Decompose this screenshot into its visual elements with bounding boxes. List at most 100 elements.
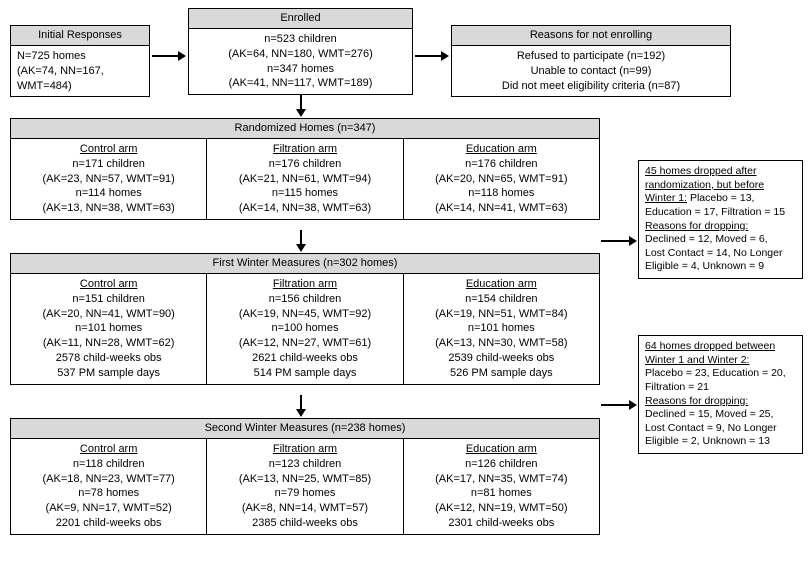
enrolled-box: Enrolled n=523 children (AK=64, NN=180, … — [188, 8, 413, 95]
randomized-header: Randomized Homes (n=347) — [11, 119, 599, 139]
randomized-box: Randomized Homes (n=347) Control arm n=1… — [10, 118, 600, 220]
sw-control-name: Control arm — [15, 442, 202, 457]
dropped2-t1: 64 homes dropped between — [645, 340, 775, 352]
fw-control-l1: n=151 children — [15, 292, 202, 307]
sw-filtration-l2: (AK=13, NN=25, WMT=85) — [211, 472, 398, 487]
sw-education-l3: n=81 homes — [408, 486, 595, 501]
arrow-to-dropped2 — [601, 404, 631, 406]
dropped1-e: Education = 17, Filtration = 15 — [645, 206, 796, 220]
randomized-control-l3: n=114 homes — [15, 186, 202, 201]
first-winter-header: First Winter Measures (n=302 homes) — [11, 254, 599, 274]
sw-filtration-l3: n=79 homes — [211, 486, 398, 501]
sw-education-l5: 2301 child-weeks obs — [408, 516, 595, 531]
arrow-to-dropped1 — [601, 240, 631, 242]
fw-filtration-l5: 2621 child-weeks obs — [211, 351, 398, 366]
fw-control-l2: (AK=20, NN=41, WMT=90) — [15, 307, 202, 322]
fw-control-l6: 537 PM sample days — [15, 366, 202, 381]
initial-n: N=725 homes — [17, 49, 143, 64]
fw-filtration-l4: (AK=12, NN=27, WMT=61) — [211, 336, 398, 351]
randomized-control-l2: (AK=23, NN=57, WMT=91) — [15, 172, 202, 187]
arrowhead-enrolled-reasons — [441, 51, 449, 61]
fw-filtration-l6: 514 PM sample days — [211, 366, 398, 381]
randomized-control-l1: n=171 children — [15, 157, 202, 172]
fw-control-l5: 2578 child-weeks obs — [15, 351, 202, 366]
arrowhead-fw-sw — [296, 409, 306, 417]
dropped2-t2: Winter 1 and Winter 2: — [645, 354, 749, 366]
sw-control-l5: 2201 child-weeks obs — [15, 516, 202, 531]
reasons-not-enroll-header: Reasons for not enrolling — [452, 26, 730, 46]
randomized-education-l2: (AK=20, NN=65, WMT=91) — [408, 172, 595, 187]
sw-filtration-l4: (AK=8, NN=14, WMT=57) — [211, 501, 398, 516]
fw-filtration-l3: n=100 homes — [211, 321, 398, 336]
randomized-education-l4: (AK=14, NN=41, WMT=63) — [408, 201, 595, 216]
fw-education-l3: n=101 homes — [408, 321, 595, 336]
fw-filtration-l2: (AK=19, NN=45, WMT=92) — [211, 307, 398, 322]
enrolled-children: n=523 children — [195, 32, 406, 47]
arrowhead-to-dropped2 — [629, 400, 637, 410]
enrolled-homes: n=347 homes — [195, 62, 406, 77]
initial-responses-header: Initial Responses — [11, 26, 149, 46]
enrolled-children-breakdown: (AK=64, NN=180, WMT=276) — [195, 47, 406, 62]
sw-filtration-col: Filtration arm n=123 children (AK=13, NN… — [207, 439, 403, 534]
randomized-filtration-l2: (AK=21, NN=61, WMT=94) — [211, 172, 398, 187]
sw-filtration-l1: n=123 children — [211, 457, 398, 472]
second-winter-box: Second Winter Measures (n=238 homes) Con… — [10, 418, 600, 535]
randomized-filtration-col: Filtration arm n=176 children (AK=21, NN… — [207, 139, 403, 219]
randomized-filtration-name: Filtration arm — [211, 142, 398, 157]
arrowhead-enrolled-randomized — [296, 109, 306, 117]
arrowhead-randomized-firstwinter — [296, 244, 306, 252]
randomized-education-name: Education arm — [408, 142, 595, 157]
dropped1-rt: Reasons for dropping: — [645, 220, 796, 234]
fw-control-col: Control arm n=151 children (AK=20, NN=41… — [11, 274, 207, 384]
fw-control-name: Control arm — [15, 277, 202, 292]
sw-filtration-name: Filtration arm — [211, 442, 398, 457]
dropped2-p: Placebo = 23, Education = 20, — [645, 367, 796, 381]
initial-breakdown1: (AK=74, NN=167, — [17, 64, 143, 79]
fw-control-l4: (AK=11, NN=28, WMT=62) — [15, 336, 202, 351]
randomized-control-col: Control arm n=171 children (AK=23, NN=57… — [11, 139, 207, 219]
dropped1-box: 45 homes dropped after randomization, bu… — [638, 160, 803, 279]
randomized-education-l1: n=176 children — [408, 157, 595, 172]
dropped2-rt: Reasons for dropping: — [645, 395, 796, 409]
enrolled-header: Enrolled — [189, 9, 412, 29]
dropped1-t3: Winter 1: — [645, 192, 687, 204]
fw-education-l5: 2539 child-weeks obs — [408, 351, 595, 366]
dropped1-r2: Lost Contact = 14, No Longer — [645, 247, 796, 261]
enrolled-homes-breakdown: (AK=41, NN=117, WMT=189) — [195, 76, 406, 91]
randomized-filtration-l3: n=115 homes — [211, 186, 398, 201]
sw-control-l1: n=118 children — [15, 457, 202, 472]
arrow-enrolled-reasons — [415, 55, 443, 57]
sw-education-l4: (AK=12, NN=19, WMT=50) — [408, 501, 595, 516]
dropped1-r1: Declined = 12, Moved = 6, — [645, 233, 796, 247]
arrow-initial-enrolled — [152, 55, 180, 57]
reasons-not-enroll-box: Reasons for not enrolling Refused to par… — [451, 25, 731, 97]
sw-education-l1: n=126 children — [408, 457, 595, 472]
fw-control-l3: n=101 homes — [15, 321, 202, 336]
randomized-control-l4: (AK=13, NN=38, WMT=63) — [15, 201, 202, 216]
sw-education-col: Education arm n=126 children (AK=17, NN=… — [404, 439, 599, 534]
fw-filtration-name: Filtration arm — [211, 277, 398, 292]
sw-filtration-l5: 2385 child-weeks obs — [211, 516, 398, 531]
dropped2-f: Filtration = 21 — [645, 381, 796, 395]
dropped2-r1: Declined = 15, Moved = 25, — [645, 408, 796, 422]
randomized-education-l3: n=118 homes — [408, 186, 595, 201]
dropped1-r3: Eligible = 4, Unknown = 9 — [645, 260, 796, 274]
randomized-control-name: Control arm — [15, 142, 202, 157]
sw-control-l4: (AK=9, NN=17, WMT=52) — [15, 501, 202, 516]
sw-control-l2: (AK=18, NN=23, WMT=77) — [15, 472, 202, 487]
dropped2-r3: Eligible = 2, Unknown = 13 — [645, 435, 796, 449]
fw-education-l4: (AK=13, NN=30, WMT=58) — [408, 336, 595, 351]
fw-education-l2: (AK=19, NN=51, WMT=84) — [408, 307, 595, 322]
reason-eligibility: Did not meet eligibility criteria (n=87) — [458, 79, 724, 94]
randomized-filtration-l1: n=176 children — [211, 157, 398, 172]
fw-education-l1: n=154 children — [408, 292, 595, 307]
sw-education-name: Education arm — [408, 442, 595, 457]
fw-filtration-col: Filtration arm n=156 children (AK=19, NN… — [207, 274, 403, 384]
dropped1-p: Placebo = 13, — [690, 192, 755, 204]
randomized-education-col: Education arm n=176 children (AK=20, NN=… — [404, 139, 599, 219]
sw-control-col: Control arm n=118 children (AK=18, NN=23… — [11, 439, 207, 534]
initial-breakdown2: WMT=484) — [17, 79, 143, 94]
second-winter-header: Second Winter Measures (n=238 homes) — [11, 419, 599, 439]
initial-responses-box: Initial Responses N=725 homes (AK=74, NN… — [10, 25, 150, 97]
sw-education-l2: (AK=17, NN=35, WMT=74) — [408, 472, 595, 487]
